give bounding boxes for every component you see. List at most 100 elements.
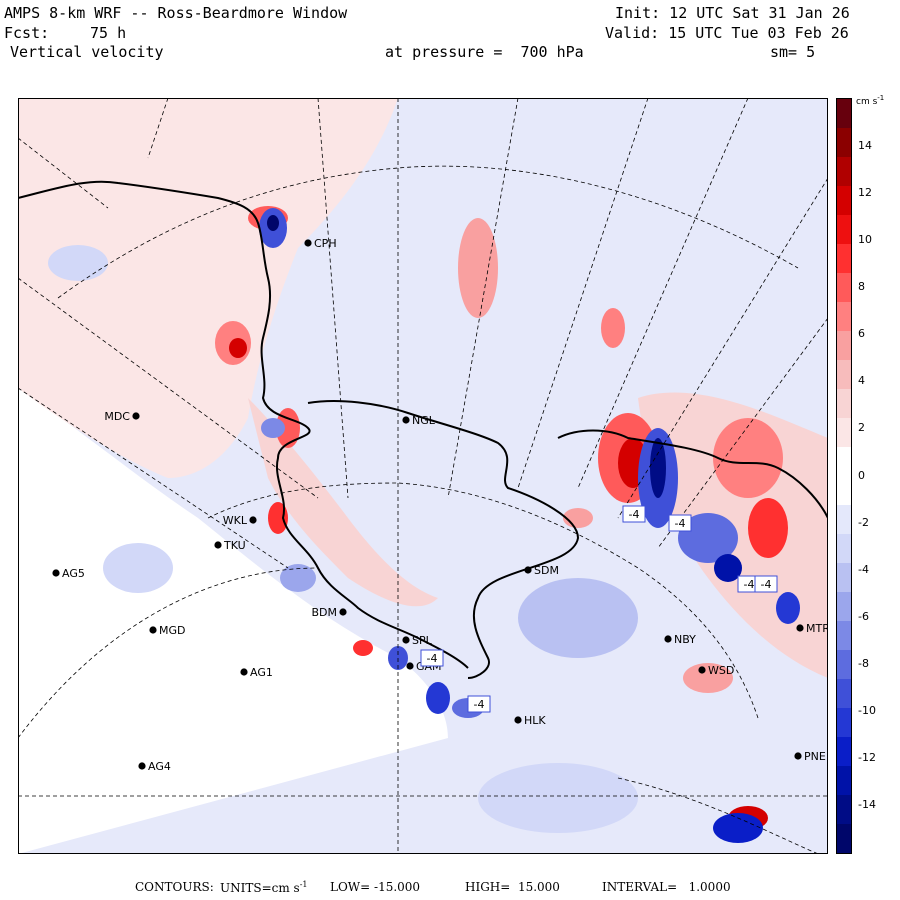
colorbar-tick-label: -12 <box>858 751 876 764</box>
station-label: WKL <box>223 514 248 527</box>
colorbar-segment <box>837 476 851 506</box>
station-dot <box>52 569 60 577</box>
station-label: NBY <box>674 633 696 646</box>
colorbar <box>836 98 852 854</box>
weak-ascent-region <box>18 98 398 478</box>
colorbar-segment <box>837 302 851 332</box>
minimum-box-frame <box>467 695 491 713</box>
station-dot <box>249 516 257 524</box>
minimum-box-frame <box>622 505 646 523</box>
map-panel: MDCNGLTKUAG5SDMMGDBDMSPLGAMAG1NBYMTRWSDH… <box>18 98 828 854</box>
minimum-box-frame <box>754 575 778 593</box>
graticule <box>18 98 828 854</box>
colorbar-units: cm s-1 <box>856 94 885 107</box>
coastline <box>18 180 828 679</box>
colorbar-segment <box>837 244 851 274</box>
station-label: MGD <box>159 624 186 637</box>
station-label: AG1 <box>250 666 273 679</box>
station-label: HLK <box>524 714 546 727</box>
station-marker: CPH <box>304 237 337 250</box>
colorbar-segment <box>837 766 851 796</box>
station-marker: WKL <box>223 514 257 527</box>
station-label: BDM <box>311 606 337 619</box>
station-label: WSD <box>708 664 734 677</box>
station-dot <box>402 636 410 644</box>
field-name: Vertical velocity <box>10 43 164 61</box>
station-marker: HLK <box>514 714 546 727</box>
colorbar-tick-label: -2 <box>858 516 869 529</box>
colorbar-tick-label: 8 <box>858 280 865 293</box>
station-label: SDM <box>534 564 559 577</box>
minimum-box-frame <box>420 649 444 667</box>
valid-time: Valid: 15 UTC Tue 03 Feb 26 <box>605 24 849 42</box>
colorbar-tick-label: 2 <box>858 421 865 434</box>
forecast-hours: 75 h <box>90 24 127 42</box>
station-marker: PNE <box>794 750 826 763</box>
station-marker: BDM <box>311 606 347 619</box>
station-label: MDC <box>104 410 130 423</box>
colorbar-segment <box>837 186 851 216</box>
station-label: AG4 <box>148 760 171 773</box>
colorbar-segment <box>837 795 851 825</box>
station-label: PNE <box>804 750 826 763</box>
station-dot <box>214 541 222 549</box>
station-dot <box>406 662 414 670</box>
minimum-box-label: -4 <box>744 578 755 591</box>
colorbar-tick-label: -14 <box>858 798 876 811</box>
colorbar-segment <box>837 563 851 593</box>
contour-interval: INTERVAL= 1.0000 <box>602 880 731 894</box>
minimum-box-label: -4 <box>629 508 640 521</box>
colorbar-segment <box>837 650 851 680</box>
station-label: TKU <box>223 539 246 552</box>
colorbar-segment <box>837 737 851 767</box>
colorbar-tick-label: 6 <box>858 327 865 340</box>
colorbar-segment <box>837 360 851 390</box>
minimum-box-frame <box>668 514 692 532</box>
contours-label: CONTOURS: <box>135 880 214 894</box>
station-marker: MDC <box>104 410 140 423</box>
colorbar-segment <box>837 708 851 738</box>
station-label: AG5 <box>62 567 85 580</box>
station-dot <box>339 608 347 616</box>
station-marker: AG1 <box>240 666 273 679</box>
minimum-box: -4 <box>668 514 692 532</box>
colorbar-tick-label: 12 <box>858 186 872 199</box>
station-label: NGL <box>412 414 436 427</box>
station-dot <box>149 626 157 634</box>
colorbar-segment <box>837 505 851 535</box>
contour-units: UNITS=cm s-1 <box>220 880 308 895</box>
init-time: Init: 12 UTC Sat 31 Jan 26 <box>615 4 850 22</box>
colorbar-segment <box>837 331 851 361</box>
colorbar-tick-label: 10 <box>858 233 872 246</box>
colorbar-segment <box>837 389 851 419</box>
ascent-cores <box>215 206 788 830</box>
colorbar-tick-label: -10 <box>858 704 876 717</box>
colorbar-segment <box>837 157 851 187</box>
pressure-level: at pressure = 700 hPa <box>385 43 584 61</box>
colorbar-tick-label: -4 <box>858 563 869 576</box>
colorbar-segment <box>837 215 851 245</box>
minimum-box: -4 <box>754 575 778 593</box>
station-dot <box>524 566 532 574</box>
station-dot <box>240 668 248 676</box>
minimum-box-label: -4 <box>427 652 438 665</box>
station-marker: TKU <box>214 539 246 552</box>
minimum-box-label: -4 <box>474 698 485 711</box>
station-dot <box>138 762 146 770</box>
descent-cores <box>48 208 800 843</box>
minimum-boxes-layer: -4 -4 -4 -4 -4 -4 <box>420 505 778 713</box>
colorbar-segment <box>837 418 851 448</box>
minimum-box-label: -4 <box>761 578 772 591</box>
station-marker: MTR <box>796 622 828 635</box>
station-dot <box>698 666 706 674</box>
colorbar-segment <box>837 621 851 651</box>
minimum-box: -4 <box>622 505 646 523</box>
station-label: MTR <box>806 622 828 635</box>
smoothing-value: sm= 5 <box>770 43 816 61</box>
minimum-box-label: -4 <box>675 517 686 530</box>
station-marker: AG4 <box>138 760 171 773</box>
colorbar-segment <box>837 128 851 158</box>
colorbar-tick-label: 14 <box>858 139 872 152</box>
station-dot <box>796 624 804 632</box>
minimum-box: -4 <box>467 695 491 713</box>
